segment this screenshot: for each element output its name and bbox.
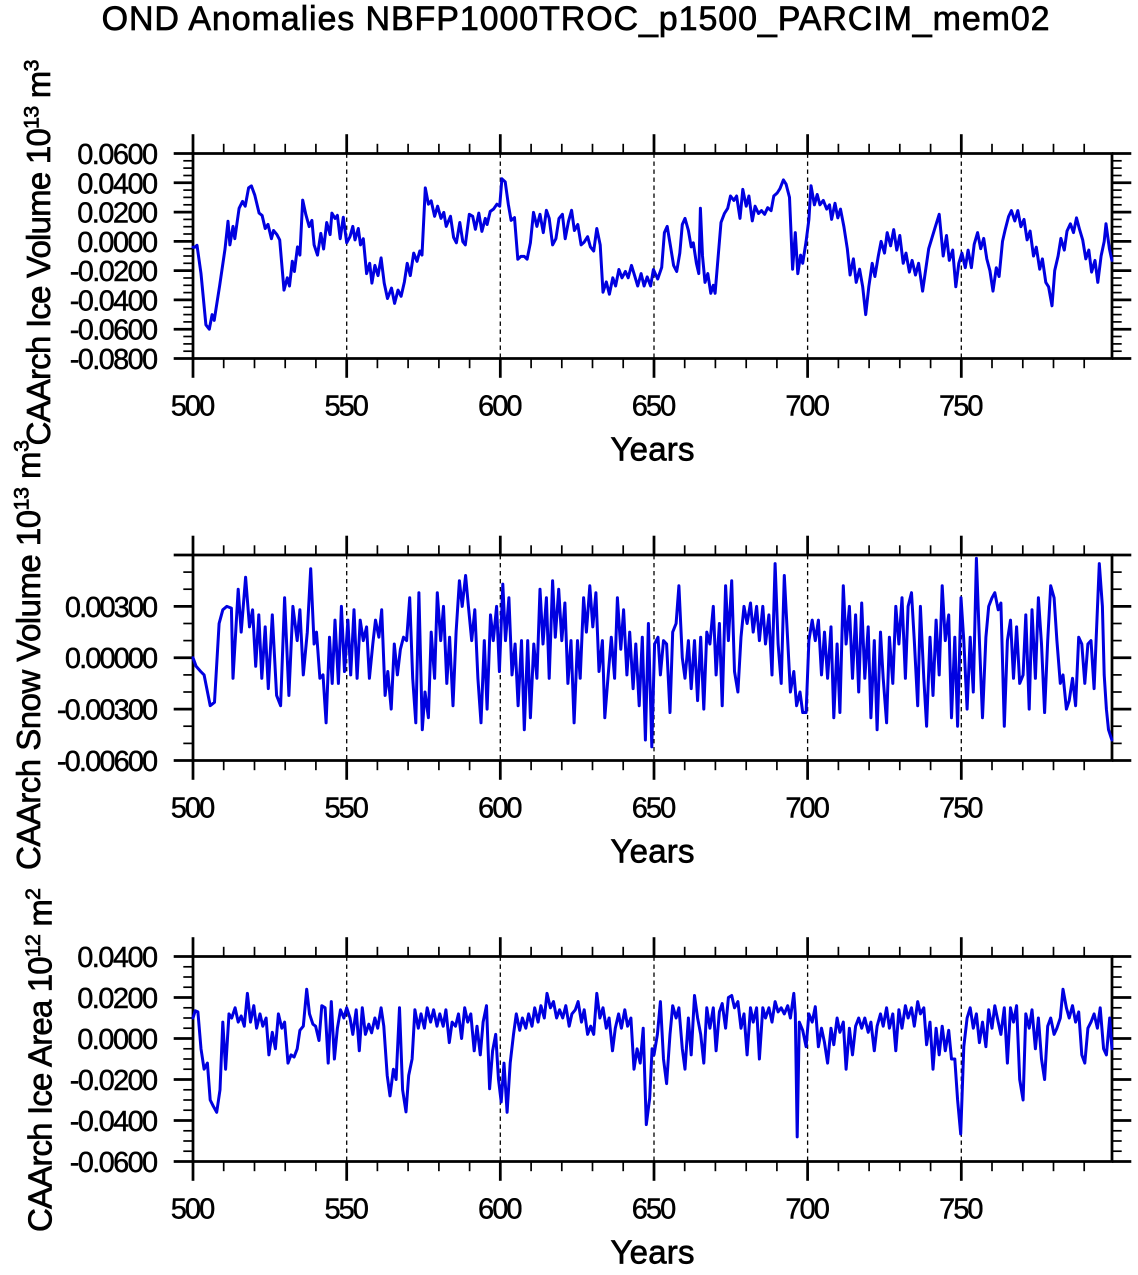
svg-text:0.0000: 0.0000 <box>77 227 158 259</box>
svg-text:-0.0200: -0.0200 <box>70 256 159 288</box>
svg-text:-0.00300: -0.00300 <box>57 695 158 727</box>
svg-text:CAArch Ice Area 1012 m2: CAArch Ice Area 1012 m2 <box>21 888 59 1232</box>
svg-text:Years: Years <box>611 1234 695 1271</box>
svg-text:Years: Years <box>611 431 695 468</box>
svg-text:0.0200: 0.0200 <box>77 983 158 1015</box>
svg-text:500: 500 <box>171 391 216 423</box>
svg-text:0.0000: 0.0000 <box>77 1024 158 1056</box>
svg-text:-0.0400: -0.0400 <box>70 285 159 317</box>
svg-text:600: 600 <box>478 793 523 825</box>
svg-text:OND Anomalies NBFP1000TROC_p15: OND Anomalies NBFP1000TROC_p1500_PARCIM_… <box>102 0 1050 38</box>
svg-text:500: 500 <box>171 793 216 825</box>
svg-text:750: 750 <box>939 1194 984 1226</box>
svg-text:-0.00600: -0.00600 <box>57 746 158 778</box>
svg-text:750: 750 <box>939 391 984 423</box>
svg-text:700: 700 <box>785 1194 830 1226</box>
svg-text:650: 650 <box>632 793 677 825</box>
svg-text:-0.0600: -0.0600 <box>70 315 159 347</box>
svg-text:0.00000: 0.00000 <box>65 643 158 675</box>
svg-text:650: 650 <box>632 1194 677 1226</box>
svg-text:-0.0200: -0.0200 <box>70 1065 159 1097</box>
svg-text:0.0600: 0.0600 <box>77 139 158 171</box>
svg-text:0.0400: 0.0400 <box>77 168 158 200</box>
svg-text:-0.0400: -0.0400 <box>70 1106 159 1138</box>
svg-text:550: 550 <box>324 391 369 423</box>
svg-text:CAArch Snow Volume 1013 m3: CAArch Snow Volume 1013 m3 <box>10 440 48 870</box>
svg-text:Years: Years <box>611 833 695 870</box>
svg-text:500: 500 <box>171 1194 216 1226</box>
svg-text:-0.0800: -0.0800 <box>70 344 159 376</box>
svg-text:700: 700 <box>785 793 830 825</box>
svg-text:550: 550 <box>324 793 369 825</box>
svg-text:700: 700 <box>785 391 830 423</box>
svg-text:650: 650 <box>632 391 677 423</box>
svg-text:0.00300: 0.00300 <box>65 592 158 624</box>
svg-text:600: 600 <box>478 1194 523 1226</box>
svg-text:0.0200: 0.0200 <box>77 198 158 230</box>
svg-text:-0.0600: -0.0600 <box>70 1147 159 1179</box>
svg-text:0.0400: 0.0400 <box>77 942 158 974</box>
svg-text:750: 750 <box>939 793 984 825</box>
svg-text:600: 600 <box>478 391 523 423</box>
svg-text:550: 550 <box>324 1194 369 1226</box>
